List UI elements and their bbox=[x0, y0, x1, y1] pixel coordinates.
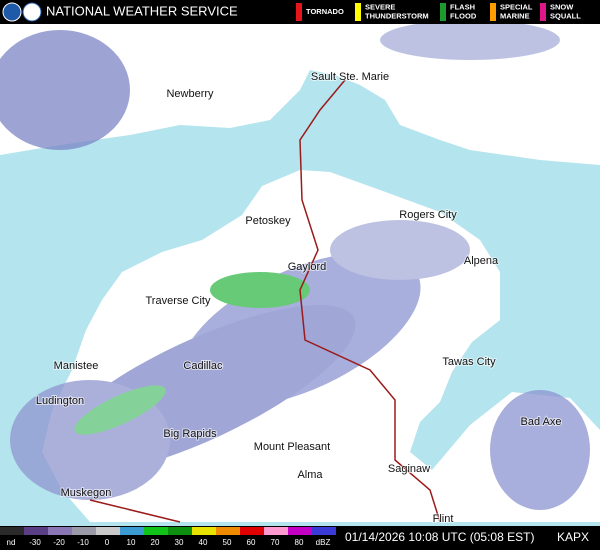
scale-swatch bbox=[24, 527, 48, 535]
warning-swatch bbox=[490, 3, 496, 21]
scale-label: -20 bbox=[53, 538, 65, 547]
scale-label: 30 bbox=[175, 538, 184, 547]
city-label: Alpena bbox=[464, 255, 499, 267]
city-labels: Sault Ste. Marie Newberry Petoskey Rogers C… bbox=[35, 70, 563, 526]
warning-label: SQUALL bbox=[550, 11, 581, 20]
warning-label: SPECIAL bbox=[500, 2, 533, 11]
scale-label: nd bbox=[7, 538, 16, 547]
city-label: Mount Pleasant bbox=[254, 441, 330, 453]
scale-swatch bbox=[216, 527, 240, 535]
city-label: Saginaw bbox=[388, 463, 430, 475]
city-label: Big Rapids bbox=[163, 428, 217, 440]
scale-swatch bbox=[312, 527, 336, 535]
warning-label: MARINE bbox=[500, 11, 530, 20]
city-label: Newberry bbox=[166, 88, 214, 100]
highway bbox=[299, 79, 441, 523]
city-label: Flint bbox=[433, 513, 454, 525]
highway bbox=[89, 499, 181, 523]
warning-label: THUNDERSTORM bbox=[365, 11, 429, 20]
city-label: Manistee bbox=[54, 360, 99, 372]
scale-swatch bbox=[48, 527, 72, 535]
city-label: Cadillac bbox=[183, 360, 223, 372]
scale-swatch bbox=[264, 527, 288, 535]
city-label: Ludington bbox=[36, 395, 84, 407]
scale-swatch bbox=[0, 527, 24, 535]
city-label: Tawas City bbox=[442, 356, 496, 368]
warning-swatch bbox=[296, 3, 302, 21]
noaa-logo bbox=[2, 2, 22, 22]
warning-swatch bbox=[440, 3, 446, 21]
warning-label: FLASH bbox=[450, 2, 475, 11]
scale-label: dBZ bbox=[316, 538, 331, 547]
scale-swatch bbox=[144, 527, 168, 535]
scale-label: -10 bbox=[77, 538, 89, 547]
warning-label: SNOW bbox=[550, 2, 574, 11]
scale-label: 0 bbox=[105, 538, 110, 547]
scale-label: 40 bbox=[199, 538, 208, 547]
scale-swatch bbox=[288, 527, 312, 535]
city-label: Sault Ste. Marie bbox=[311, 71, 389, 83]
warning-swatch bbox=[540, 3, 546, 21]
scale-swatch bbox=[168, 527, 192, 535]
city-label: Gaylord bbox=[288, 261, 327, 273]
radar-echoes bbox=[0, 20, 590, 510]
city-label: Petoskey bbox=[245, 215, 291, 227]
warning-swatch bbox=[355, 3, 361, 21]
station: KAPX bbox=[557, 530, 589, 544]
scale-label: 20 bbox=[151, 538, 160, 547]
scale-swatch bbox=[96, 527, 120, 535]
scale-label: -30 bbox=[29, 538, 41, 547]
scale-label: 10 bbox=[127, 538, 136, 547]
warning-label: TORNADO bbox=[306, 7, 344, 16]
city-label: Bad Axe bbox=[521, 416, 562, 428]
header-title: NATIONAL WEATHER SERVICE bbox=[46, 3, 238, 18]
scale-label: 60 bbox=[247, 538, 256, 547]
timestamp: 01/14/2026 10:08 UTC (05:08 EST) bbox=[345, 530, 534, 544]
scale-swatch bbox=[72, 527, 96, 535]
scale-label: 50 bbox=[223, 538, 232, 547]
city-label: Muskegon bbox=[61, 487, 112, 499]
scale-swatch bbox=[192, 527, 216, 535]
scale-swatch bbox=[120, 527, 144, 535]
city-label: Traverse City bbox=[146, 295, 211, 307]
warning-label: FLOOD bbox=[450, 11, 477, 20]
city-label: Rogers City bbox=[399, 209, 457, 221]
scale-label: 70 bbox=[271, 538, 280, 547]
nws-logo bbox=[22, 2, 42, 22]
scale-swatch bbox=[240, 527, 264, 535]
scale-label: 80 bbox=[295, 538, 304, 547]
warning-label: SEVERE bbox=[365, 2, 395, 11]
color-scale: nd -30 -20 -10 0 10 20 30 40 50 60 70 80 dBZ bbox=[0, 527, 336, 547]
city-label: Alma bbox=[297, 469, 323, 481]
